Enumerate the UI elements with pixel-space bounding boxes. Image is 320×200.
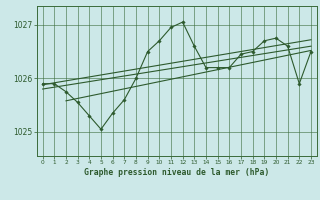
X-axis label: Graphe pression niveau de la mer (hPa): Graphe pression niveau de la mer (hPa) bbox=[84, 168, 269, 177]
